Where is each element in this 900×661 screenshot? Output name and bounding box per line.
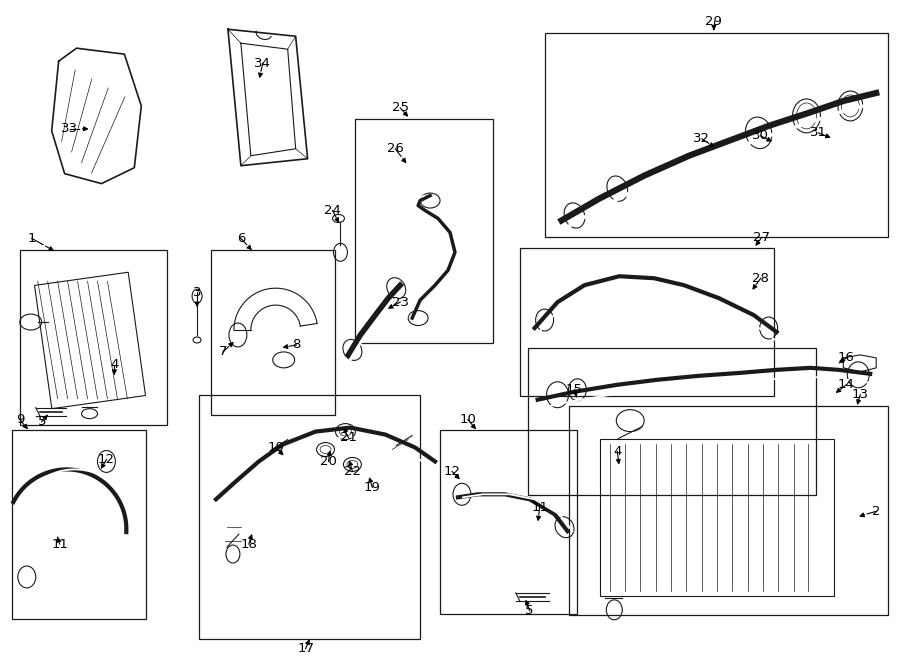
Text: 19: 19 <box>364 481 381 494</box>
Text: 17: 17 <box>297 642 314 655</box>
Text: 27: 27 <box>753 231 770 244</box>
Text: 7: 7 <box>219 346 227 358</box>
Text: 29: 29 <box>706 15 723 28</box>
Text: 5: 5 <box>38 415 46 428</box>
Text: 33: 33 <box>61 122 78 136</box>
Text: 1: 1 <box>28 232 36 245</box>
Text: 12: 12 <box>98 453 115 466</box>
Bar <box>544 33 888 237</box>
Bar <box>527 348 816 495</box>
Text: 3: 3 <box>193 286 202 299</box>
Bar <box>20 251 167 424</box>
Text: 23: 23 <box>392 295 409 309</box>
Text: 21: 21 <box>340 431 357 444</box>
Text: 4: 4 <box>110 358 119 371</box>
Text: 20: 20 <box>320 455 337 468</box>
Bar <box>12 430 147 619</box>
Bar <box>440 430 578 614</box>
Bar <box>356 119 493 343</box>
Text: 6: 6 <box>237 232 245 245</box>
Text: 12: 12 <box>444 465 461 478</box>
Text: 10: 10 <box>460 413 476 426</box>
Text: 26: 26 <box>387 142 404 155</box>
Text: 2: 2 <box>872 505 880 518</box>
Bar <box>34 272 146 408</box>
Bar <box>199 395 420 639</box>
Text: 14: 14 <box>838 378 855 391</box>
Text: 24: 24 <box>324 204 341 217</box>
Text: 31: 31 <box>810 126 827 139</box>
Text: 11: 11 <box>531 501 548 514</box>
Text: 18: 18 <box>240 537 257 551</box>
Bar <box>211 251 336 414</box>
Text: 25: 25 <box>392 101 409 114</box>
Text: 34: 34 <box>255 57 271 69</box>
Text: 30: 30 <box>752 130 770 142</box>
Bar <box>570 406 888 615</box>
Text: 11: 11 <box>51 537 68 551</box>
Text: 28: 28 <box>752 272 770 285</box>
Text: 9: 9 <box>15 413 24 426</box>
Text: 15: 15 <box>566 383 583 396</box>
Text: 5: 5 <box>526 604 534 617</box>
Text: 8: 8 <box>292 338 301 352</box>
Text: 4: 4 <box>613 445 622 458</box>
Bar <box>600 438 834 596</box>
Text: 19: 19 <box>267 441 284 454</box>
Bar <box>519 249 774 396</box>
Text: 16: 16 <box>838 352 855 364</box>
Text: 22: 22 <box>344 465 361 478</box>
Text: 13: 13 <box>851 388 868 401</box>
Text: 32: 32 <box>693 132 710 145</box>
